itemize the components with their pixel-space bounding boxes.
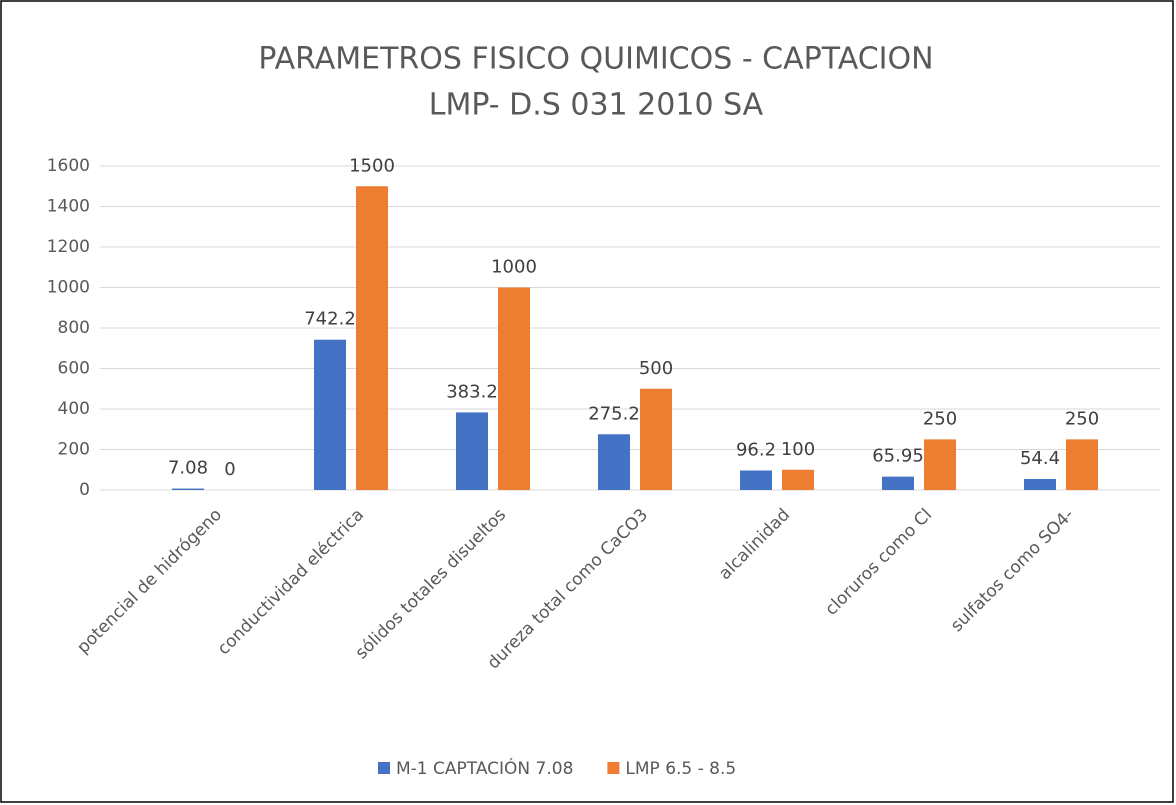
bar: [456, 412, 488, 490]
bar: [356, 186, 388, 490]
y-tick-label: 200: [58, 440, 90, 460]
value-label: 0: [224, 459, 235, 480]
value-label: 500: [639, 358, 673, 379]
bar: [172, 488, 204, 490]
bar: [1024, 478, 1056, 490]
chart-title: PARAMETROS FISICO QUIMICOS - CAPTACION: [258, 42, 933, 77]
legend-swatch: [378, 762, 390, 774]
bar: [498, 287, 530, 490]
value-label: 96.2: [736, 440, 776, 461]
y-tick-label: 600: [58, 359, 90, 379]
value-label: 275.2: [588, 403, 640, 424]
bar: [314, 339, 346, 490]
legend-label: M-1 CAPTACIÓN 7.08: [396, 757, 573, 779]
value-label: 54.4: [1020, 448, 1060, 469]
value-label: 250: [1065, 408, 1099, 429]
value-label: 65.95: [872, 446, 924, 467]
y-tick-label: 0: [79, 480, 90, 500]
value-label: 7.08: [168, 458, 208, 479]
value-label: 383.2: [446, 381, 498, 402]
bar: [598, 434, 630, 490]
legend-swatch: [607, 762, 620, 774]
bar: [1066, 439, 1098, 490]
bar: [882, 476, 914, 490]
bar: [640, 388, 672, 490]
value-label: 250: [923, 408, 957, 429]
y-tick-label: 800: [58, 318, 90, 338]
y-tick-label: 400: [58, 399, 90, 419]
y-tick-label: 1400: [47, 197, 90, 217]
bar: [924, 439, 956, 490]
legend-label: LMP 6.5 - 8.5: [625, 759, 736, 779]
value-label: 742.2: [304, 309, 356, 330]
bar: [782, 469, 814, 490]
chart-subtitle: LMP- D.S 031 2010 SA: [429, 88, 764, 123]
value-label: 1000: [491, 257, 537, 278]
y-tick-label: 1000: [47, 278, 90, 298]
y-tick-label: 1200: [47, 237, 90, 257]
bar: [740, 470, 772, 490]
y-tick-label: 1600: [47, 156, 90, 176]
value-label: 100: [781, 439, 815, 460]
value-label: 1500: [349, 155, 395, 176]
